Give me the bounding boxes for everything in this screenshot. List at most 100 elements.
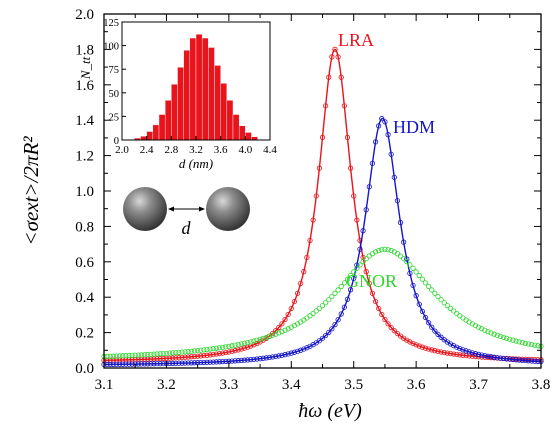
series-point-hdm-118 [469,350,475,356]
y-tick-label-10: 2.0 [75,7,94,23]
series-point-hdm-112 [450,343,457,349]
series-point-gnor-80 [351,269,357,275]
series-point-lra-68 [313,193,319,199]
series-point-gnor-76 [338,283,344,289]
series-point-hdm-122 [482,353,488,359]
series-point-gnor-88 [376,247,382,254]
series-point-hdm-121 [479,352,485,358]
series-point-gnor-72 [326,297,332,303]
series-point-gnor-65 [304,315,310,321]
series-point-gnor-26 [182,349,188,355]
inset-x-tick-label-4: 3.6 [214,144,228,156]
series-point-gnor-128 [500,334,507,341]
series-point-lra-112 [450,351,457,357]
series-point-gnor-18 [157,351,163,357]
histogram-bar-2 [140,136,147,141]
series-point-lra-80 [351,193,357,199]
series-point-gnor-43 [235,341,241,348]
series-point-hdm-99 [410,282,416,289]
inset-y-tick-label-2: 50 [109,89,120,100]
series-point-lra-17 [154,356,160,362]
series-point-gnor-38 [220,344,226,350]
series-point-hdm-18 [157,361,163,367]
series-point-hdm-17 [154,361,160,367]
series-point-gnor-19 [160,350,166,357]
series-point-lra-77 [341,103,347,109]
series-point-gnor-99 [410,265,416,271]
series-point-hdm-38 [220,358,226,365]
series-point-gnor-132 [513,338,519,344]
series-point-hdm-92 [388,151,394,157]
histogram-bar-15 [220,83,228,141]
series-point-gnor-59 [285,326,291,332]
x-tick-label-4: 3.5 [344,377,363,393]
series-point-gnor-138 [532,342,538,348]
series-point-gnor-126 [494,332,500,338]
series-point-hdm-11 [135,361,141,367]
series-point-gnor-109 [441,300,447,306]
series-point-hdm-117 [466,349,472,355]
series-point-hdm-78 [344,296,351,302]
series-point-gnor-17 [154,351,160,357]
series-point-lra-71 [323,103,329,109]
series-label-gnor: GNOR [346,271,397,291]
series-point-hdm-51 [260,355,266,361]
series-point-lra-109 [441,349,447,356]
series-point-gnor-133 [516,339,522,345]
series-point-lra-100 [413,342,419,348]
histogram-bar-9 [183,50,191,141]
series-point-lra-35 [210,351,216,358]
series-point-lra-18 [157,356,163,362]
x-tick-label-0: 3.1 [95,377,114,393]
series-point-gnor-34 [207,346,213,352]
series-point-gnor-24 [176,349,182,355]
series-point-hdm-107 [435,331,441,337]
series-point-hdm-6 [120,361,126,367]
series-point-lra-75 [335,54,341,60]
series-point-lra-84 [363,269,369,275]
series-point-gnor-113 [454,310,460,317]
series-point-hdm-4 [113,361,120,367]
series-point-gnor-50 [257,336,263,342]
series-point-hdm-115 [460,347,466,353]
series-point-lra-110 [444,350,450,356]
series-point-gnor-89 [379,247,385,253]
series-point-gnor-70 [319,303,326,309]
series-point-lra-105 [429,347,435,353]
series-point-hdm-136 [525,358,532,364]
series-point-gnor-105 [429,287,435,293]
histogram-bar-12 [201,37,209,141]
series-point-lra-59 [285,311,291,318]
series-point-lra-81 [354,217,360,223]
series-point-lra-88 [376,305,382,312]
series-point-lra-64 [301,269,307,275]
series-point-lra-99 [410,340,416,347]
series-point-lra-43 [235,347,241,353]
series-point-lra-72 [326,74,332,80]
series-point-hdm-130 [507,356,513,362]
series-point-gnor-11 [135,352,141,358]
inset-x-tick-label-6: 4.4 [263,144,277,156]
sphere-right [206,187,250,231]
series-point-gnor-31 [198,347,204,353]
series-point-hdm-98 [407,270,413,276]
series-point-hdm-132 [513,357,519,363]
series-point-gnor-40 [226,343,232,349]
series-point-lra-113 [454,351,460,358]
series-point-hdm-42 [232,358,238,364]
series-point-hdm-91 [385,132,391,138]
series-point-hdm-83 [360,228,366,234]
series-point-gnor-46 [244,339,251,346]
inset-axis-ticks: 2.0 2.4 2.8 3.2 3.6 4.0 4.4 0 25 50 75 100 125 [103,18,277,156]
histogram-bar-19 [245,132,252,141]
series-point-hdm-31 [198,359,204,366]
series-point-gnor-13 [141,352,148,358]
series-point-lra-107 [435,348,441,354]
series-point-hdm-46 [244,357,251,363]
series-point-lra-102 [419,344,425,350]
inset-y-tick-label-1: 25 [109,112,120,123]
series-point-lra-74 [332,46,338,53]
y-tick-label-4: 0.8 [75,219,94,235]
series-point-gnor-36 [213,345,219,351]
